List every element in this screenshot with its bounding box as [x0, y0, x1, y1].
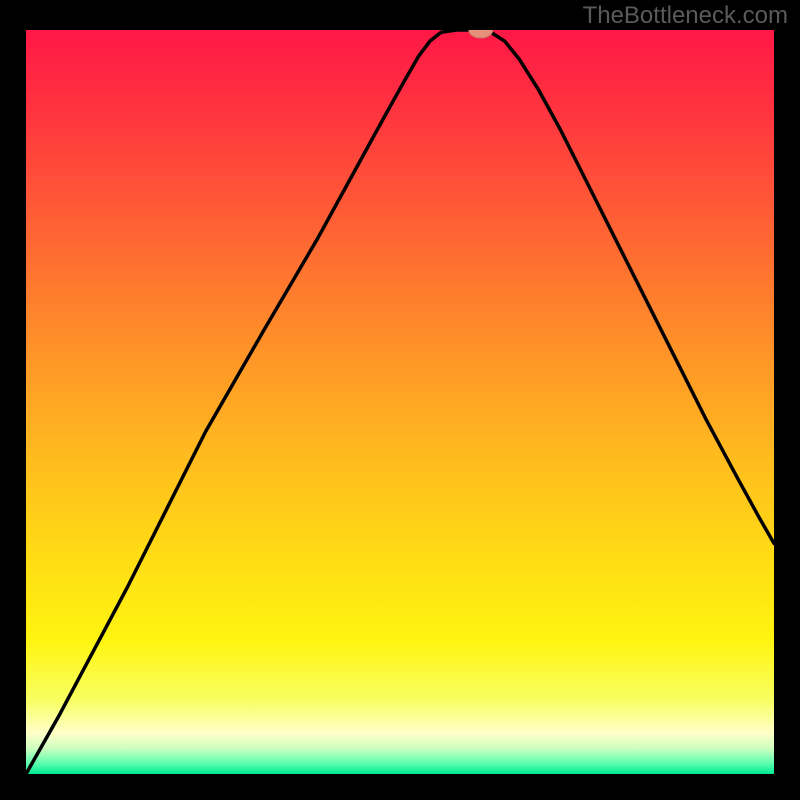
- bottleneck-chart: [26, 30, 774, 774]
- watermark-text: TheBottleneck.com: [583, 2, 788, 30]
- chart-svg: [26, 30, 774, 774]
